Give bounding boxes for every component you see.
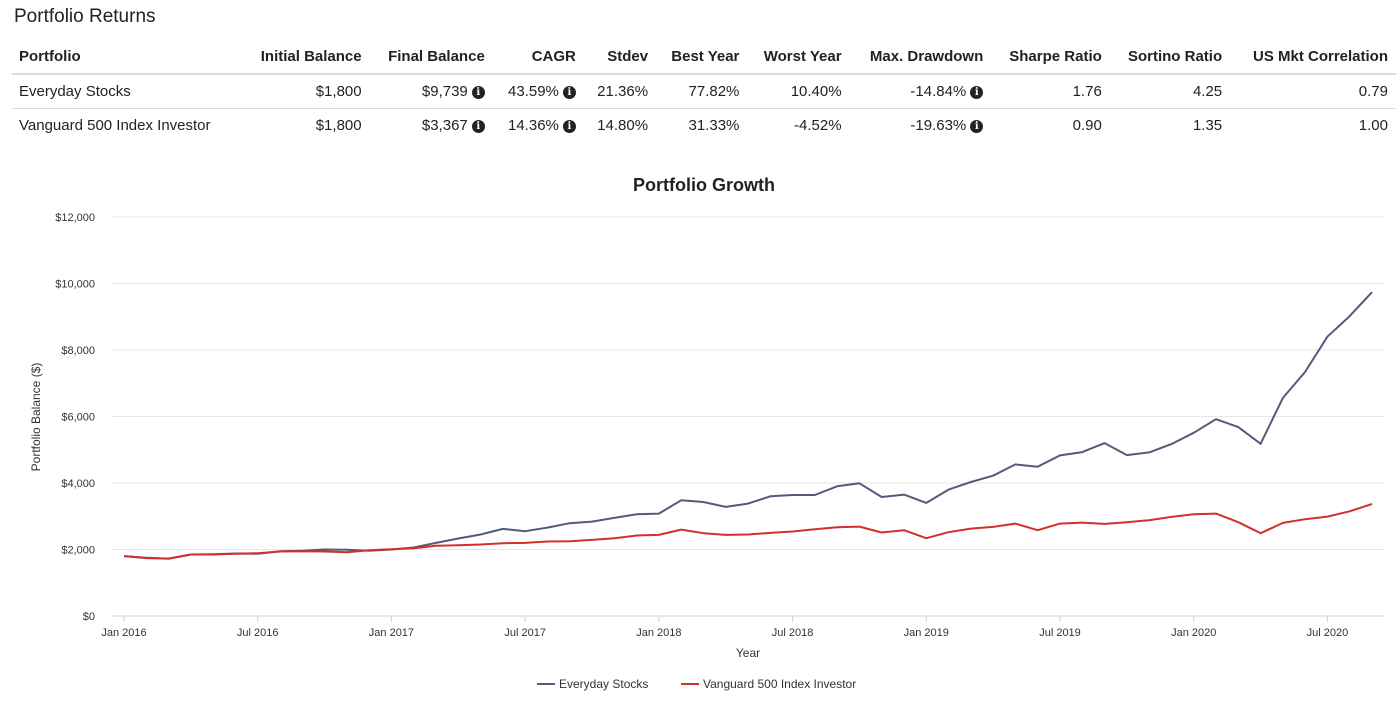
chart-legend: Everyday Stocks Vanguard 500 Index Invest…	[537, 677, 856, 691]
col-sharpe-ratio: Sharpe Ratio	[991, 40, 1110, 75]
cell-sortino-ratio: 1.35	[1192, 117, 1223, 134]
info-circle-icon[interactable]: i	[970, 86, 984, 99]
x-tick-label: Jul 2018	[772, 627, 814, 639]
table-row: Everyday Stocks $1,800 $9,739 i 43.59% i 2…	[12, 74, 1396, 109]
info-circle-icon[interactable]: i	[970, 120, 984, 133]
y-tick-label: $0	[83, 611, 95, 623]
cell-stdev: 14.80%	[597, 117, 649, 134]
col-best-year: Best Year	[656, 40, 748, 75]
cell-initial-balance: $1,800	[241, 74, 370, 109]
x-axis-label: Year	[736, 646, 760, 660]
col-stdev: Stdev	[583, 40, 657, 75]
cell-value: 43.59%	[508, 83, 559, 100]
table-header-row: Portfolio Initial Balance Final Balance …	[12, 40, 1396, 75]
portfolio-returns-table: Portfolio Initial Balance Final Balance …	[12, 40, 1396, 142]
x-tick-label: Jul 2017	[504, 627, 546, 639]
y-tick-label: $12,000	[55, 212, 95, 224]
y-tick-label: $10,000	[55, 279, 95, 291]
cell-us-mkt-correlation: 0.79	[1230, 74, 1396, 109]
info-circle-icon[interactable]: i	[562, 86, 576, 99]
legend-item-label: Everyday Stocks	[559, 677, 648, 691]
cell-value: 14.36%	[508, 117, 559, 134]
cell-cagr: 14.36% i	[493, 109, 584, 143]
cell-us-mkt-correlation: 1.00	[1358, 117, 1388, 134]
cell-value: -19.63%	[910, 117, 967, 134]
cell-worst-year: -4.52%	[794, 117, 842, 134]
x-tick-label: Jul 2020	[1307, 627, 1349, 639]
col-final-balance: Final Balance	[369, 40, 493, 75]
cell-worst-year: 10.40%	[747, 74, 850, 109]
cell-max-drawdown: -19.63% i	[850, 109, 992, 143]
cell-stdev: 21.36%	[583, 74, 657, 109]
cell-value: $3,367	[421, 117, 468, 134]
x-tick-label: Jan 2018	[636, 627, 681, 639]
cell-portfolio-name: Everyday Stocks	[12, 74, 242, 109]
x-tick-label: Jul 2019	[1039, 627, 1081, 639]
cell-sharpe-ratio: 0.90	[1072, 117, 1102, 134]
cell-final-balance: $9,739 i	[369, 74, 493, 109]
cell-final-balance: $3,367 i	[370, 109, 493, 143]
cell-best-year: 31.33%	[688, 117, 740, 134]
col-portfolio: Portfolio	[12, 40, 242, 75]
y-tick-label: $4,000	[61, 478, 95, 490]
cell-value: $9,739	[421, 83, 468, 100]
x-tick-label: Jan 2017	[369, 627, 414, 639]
col-us-mkt-correlation: US Mkt Correlation	[1230, 40, 1396, 75]
chart-axes: $0 $2,000 $4,000 $6,000 $8,000 $10,000 $12,000…	[55, 212, 1384, 639]
cell-cagr: 43.59% i	[492, 74, 584, 109]
cell-best-year: 77.82%	[656, 74, 748, 109]
y-tick-label: $2,000	[61, 545, 95, 557]
col-worst-year: Worst Year	[747, 40, 850, 75]
legend-item-label: Vanguard 500 Index Investor	[703, 677, 856, 691]
info-circle-icon[interactable]: i	[471, 86, 485, 99]
x-tick-label: Jan 2016	[101, 627, 146, 639]
x-tick-label: Jan 2019	[904, 627, 949, 639]
cell-sharpe-ratio: 1.76	[991, 74, 1110, 109]
cell-max-drawdown: -14.84% i	[849, 74, 992, 109]
y-tick-label: $8,000	[61, 345, 95, 357]
chart-title: Portfolio Growth	[633, 175, 775, 195]
cell-value: -14.84%	[910, 83, 967, 100]
chart-grid	[112, 216, 1384, 550]
page-title: Portfolio Returns	[14, 6, 156, 27]
y-axis-label: Portfolio Balance ($)	[29, 363, 43, 472]
x-tick-label: Jul 2016	[237, 627, 279, 639]
portfolio-growth-chart: Portfolio Growth $0 $2,000 $4,000 $6,000 $8,…	[29, 175, 1384, 691]
col-max-drawdown: Max. Drawdown	[849, 40, 992, 75]
info-circle-icon[interactable]: i	[562, 120, 576, 133]
chart-series	[123, 291, 1373, 560]
y-tick-label: $6,000	[61, 412, 95, 424]
series-line-vanguard-500	[123, 503, 1373, 560]
cell-sortino-ratio: 4.25	[1109, 74, 1231, 109]
cell-initial-balance: $1,800	[315, 117, 362, 134]
cell-portfolio-name: Vanguard 500 Index Investor	[19, 117, 211, 134]
col-cagr: CAGR	[492, 40, 584, 75]
series-line-everyday-stocks	[123, 291, 1373, 560]
col-initial-balance: Initial Balance	[241, 40, 370, 75]
x-tick-label: Jan 2020	[1171, 627, 1216, 639]
table-row: Vanguard 500 Index Investor $1,800 $3,36…	[12, 109, 1396, 143]
col-sortino-ratio: Sortino Ratio	[1109, 40, 1231, 75]
info-circle-icon[interactable]: i	[471, 120, 485, 133]
